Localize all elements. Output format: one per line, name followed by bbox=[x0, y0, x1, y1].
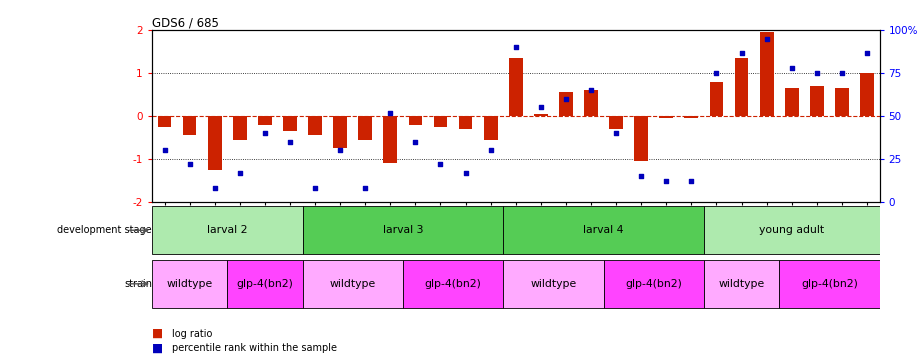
Point bbox=[759, 36, 774, 42]
Text: wildtype: wildtype bbox=[167, 279, 213, 289]
Bar bbox=[860, 73, 874, 116]
Text: glp-4(bn2): glp-4(bn2) bbox=[425, 279, 482, 289]
Point bbox=[258, 130, 273, 136]
Point bbox=[157, 147, 172, 153]
Bar bbox=[779, 260, 880, 308]
Bar bbox=[704, 260, 779, 308]
Text: percentile rank within the sample: percentile rank within the sample bbox=[172, 343, 337, 353]
Bar bbox=[635, 116, 648, 161]
Bar bbox=[152, 206, 302, 254]
Text: strain: strain bbox=[124, 279, 152, 289]
Bar bbox=[383, 116, 397, 163]
Bar bbox=[503, 260, 603, 308]
Point bbox=[408, 139, 423, 145]
Bar bbox=[258, 116, 272, 125]
Text: development stage: development stage bbox=[57, 225, 152, 235]
Text: larval 2: larval 2 bbox=[207, 225, 248, 235]
Point bbox=[308, 185, 322, 191]
Point bbox=[734, 50, 749, 55]
Text: larval 3: larval 3 bbox=[382, 225, 423, 235]
Bar bbox=[302, 206, 503, 254]
Text: larval 4: larval 4 bbox=[583, 225, 624, 235]
Bar bbox=[704, 206, 880, 254]
Point bbox=[508, 45, 523, 50]
Point bbox=[709, 70, 724, 76]
Point bbox=[584, 87, 599, 93]
Point bbox=[283, 139, 297, 145]
Point bbox=[659, 178, 673, 184]
Text: ■: ■ bbox=[152, 327, 163, 340]
Point bbox=[859, 50, 874, 55]
Point bbox=[207, 185, 222, 191]
Bar bbox=[709, 82, 723, 116]
Text: wildtype: wildtype bbox=[718, 279, 764, 289]
Text: wildtype: wildtype bbox=[330, 279, 376, 289]
Point bbox=[332, 147, 347, 153]
Bar bbox=[835, 88, 849, 116]
Bar bbox=[333, 116, 347, 148]
Bar bbox=[409, 116, 423, 125]
Bar bbox=[503, 206, 704, 254]
Bar bbox=[283, 116, 297, 131]
Bar bbox=[760, 32, 774, 116]
Text: ■: ■ bbox=[152, 342, 163, 355]
Text: glp-4(bn2): glp-4(bn2) bbox=[625, 279, 682, 289]
Bar bbox=[584, 90, 598, 116]
Bar bbox=[459, 116, 472, 129]
Bar bbox=[358, 116, 372, 140]
Bar bbox=[402, 260, 503, 308]
Bar bbox=[227, 260, 302, 308]
Bar bbox=[534, 114, 548, 116]
Text: glp-4(bn2): glp-4(bn2) bbox=[237, 279, 293, 289]
Point bbox=[558, 96, 573, 102]
Bar bbox=[309, 116, 322, 135]
Point bbox=[484, 147, 498, 153]
Bar bbox=[434, 116, 448, 127]
Point bbox=[232, 170, 247, 175]
Bar bbox=[810, 86, 823, 116]
Text: GDS6 / 685: GDS6 / 685 bbox=[152, 16, 219, 29]
Bar bbox=[182, 116, 196, 135]
Point bbox=[834, 70, 849, 76]
Bar bbox=[302, 260, 402, 308]
Point bbox=[433, 161, 448, 167]
Bar bbox=[785, 88, 799, 116]
Text: log ratio: log ratio bbox=[172, 329, 213, 339]
Bar bbox=[484, 116, 497, 140]
Bar bbox=[735, 58, 749, 116]
Point bbox=[533, 105, 548, 110]
Text: glp-4(bn2): glp-4(bn2) bbox=[801, 279, 857, 289]
Point bbox=[634, 173, 648, 179]
Bar bbox=[157, 116, 171, 127]
Text: wildtype: wildtype bbox=[530, 279, 577, 289]
Point bbox=[609, 130, 624, 136]
Bar bbox=[609, 116, 623, 129]
Point bbox=[383, 110, 398, 115]
Bar bbox=[233, 116, 247, 140]
Point bbox=[182, 161, 197, 167]
Bar bbox=[659, 116, 673, 118]
Point bbox=[684, 178, 699, 184]
Bar bbox=[152, 260, 227, 308]
Bar bbox=[509, 58, 522, 116]
Bar bbox=[603, 260, 704, 308]
Bar bbox=[208, 116, 222, 170]
Point bbox=[810, 70, 824, 76]
Bar bbox=[559, 92, 573, 116]
Point bbox=[358, 185, 373, 191]
Bar bbox=[684, 116, 698, 118]
Text: young adult: young adult bbox=[759, 225, 824, 235]
Point bbox=[459, 170, 473, 175]
Point bbox=[785, 65, 799, 71]
